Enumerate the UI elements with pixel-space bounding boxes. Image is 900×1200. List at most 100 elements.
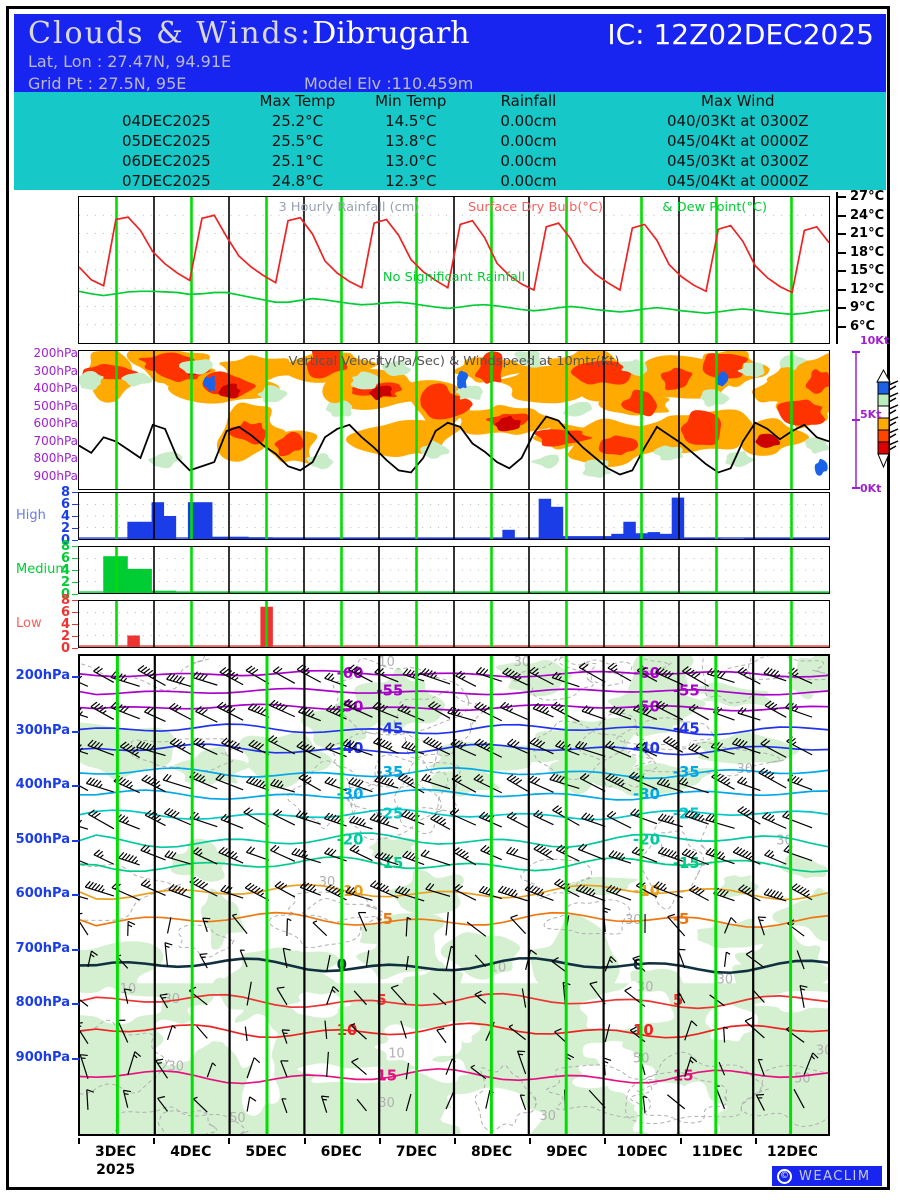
temp-tick-6: 9°C xyxy=(850,300,876,315)
col-min-temp: Min Temp xyxy=(375,92,447,110)
kt-tick-1: 5Kt xyxy=(860,408,882,421)
cloud-tick-mark xyxy=(72,504,78,505)
temp-axis-line xyxy=(836,192,838,344)
main-pressure-tick-3: 500hPa xyxy=(15,831,70,847)
cloud-tick-mark xyxy=(72,612,78,613)
table-body: 04DEC2025 25.2°C 14.5°C 0.00cm 040/03Kt at 0… xyxy=(14,111,886,190)
cell-date: 06DEC2025 xyxy=(121,152,211,170)
svg-text:30: 30 xyxy=(164,992,180,1007)
cell-min_temp: 14.5°C xyxy=(385,112,437,130)
cell-max_temp: 25.5°C xyxy=(271,132,324,150)
weaclim-logo: © WEACLIM xyxy=(772,1166,882,1186)
cloud-tick-mark xyxy=(72,600,78,601)
svg-text:3 Hourly Rainfall (cm): 3 Hourly Rainfall (cm) xyxy=(278,200,419,215)
cell-max_wind: 045/04Kt at 0000Z xyxy=(666,132,809,150)
date-tick-mark xyxy=(378,1138,381,1144)
date-tick-9dec: 9DEC xyxy=(546,1144,588,1160)
cloud-tick: 4 xyxy=(60,617,70,632)
date-tick-4dec: 4DEC xyxy=(170,1144,212,1160)
table-row: 05DEC2025 25.5°C 13.8°C 0.00cm 045/04Kt at 0… xyxy=(14,131,886,151)
main-pressure-tick-7: 900hPa xyxy=(15,1049,70,1065)
kt-tick-2: 0Kt xyxy=(860,482,882,495)
col-max-wind: Max Wind xyxy=(701,92,775,110)
temp-tick-0: 27°C xyxy=(850,189,885,204)
low-cloud-panel xyxy=(78,600,830,648)
cloud-tick: 6 xyxy=(60,497,70,512)
summary-table: Max Temp Min Temp Rainfall Max Wind 04DE… xyxy=(14,92,886,190)
vv-pressure-tick-1: 300hPa xyxy=(33,363,78,378)
cell-max_temp: 24.8°C xyxy=(271,172,324,190)
cloud-tick: 8 xyxy=(60,485,70,500)
svg-text:-35: -35 xyxy=(673,763,700,781)
svg-text:50: 50 xyxy=(229,1111,245,1126)
main-pressure-tick-5: 700hPa xyxy=(15,940,70,956)
svg-text:10: 10 xyxy=(388,1047,404,1062)
main-tick-mark xyxy=(72,948,79,951)
main-cross-section-panel: 1030303030103030301050303050305030103030… xyxy=(78,654,830,1136)
date-tick-mark xyxy=(303,1138,306,1144)
cell-date: 04DEC2025 xyxy=(121,112,211,130)
svg-text:30: 30 xyxy=(378,1096,394,1111)
main-pressure-tick-4: 600hPa xyxy=(15,886,70,901)
temp-tick-5: 12°C xyxy=(850,281,885,297)
cloud-tick: 0 xyxy=(60,641,70,656)
svg-text:Vertical Velocity(Pa/Sec) & Wi: Vertical Velocity(Pa/Sec) & Windspeed at… xyxy=(289,354,620,369)
high-cloud-plot xyxy=(79,493,829,539)
temp-tick-mark xyxy=(836,307,846,309)
main-tick-mark xyxy=(72,894,79,896)
cloud-tick-mark xyxy=(72,528,78,529)
model-elevation-label: Model Elv :110.459m xyxy=(304,74,474,93)
wind-color-legend xyxy=(852,351,899,489)
cloud-tick-mark xyxy=(72,582,78,583)
svg-text:-5: -5 xyxy=(376,910,393,928)
page-title: Clouds & Winds:Dibrugarh xyxy=(28,16,470,51)
date-tick-6dec: 6DEC xyxy=(320,1144,362,1160)
initial-condition-label: IC: 12Z02DEC2025 xyxy=(607,18,874,51)
title-prefix: Clouds & Winds: xyxy=(28,16,313,51)
svg-text:30: 30 xyxy=(625,913,641,928)
svg-text:No Significant Rainfall: No Significant Rainfall xyxy=(383,270,525,285)
main-tick-mark xyxy=(72,785,79,787)
temp-tick-1: 24°C xyxy=(850,207,885,223)
svg-text:-20: -20 xyxy=(337,830,364,848)
vv-pressure-tick-5: 700hPa xyxy=(33,433,78,448)
svg-text:30: 30 xyxy=(540,1109,556,1124)
cell-date: 05DEC2025 xyxy=(121,132,211,150)
main-pressure-tick-1: 300hPa xyxy=(15,722,70,738)
temp-tick-mark xyxy=(836,233,846,235)
table-header-row: Max Temp Min Temp Rainfall Max Wind xyxy=(14,92,886,111)
table-row: 06DEC2025 25.1°C 13.0°C 0.00cm 045/03Kt at 0… xyxy=(14,151,886,171)
temp-tick-mark xyxy=(836,325,846,328)
svg-text:30: 30 xyxy=(637,980,653,995)
cloud-tick-mark xyxy=(72,636,78,637)
date-tick-10dec: 10DEC xyxy=(616,1144,668,1160)
axis-year-label: 2025 xyxy=(96,1162,136,1178)
cloud-tick: 6 xyxy=(60,605,70,620)
temp-tick-mark xyxy=(836,251,846,254)
cloud-tick: 2 xyxy=(60,629,70,644)
svg-text:-45: -45 xyxy=(673,719,700,737)
grid-point-label: Grid Pt : 27.5N, 95E xyxy=(28,74,187,93)
cloud-label-high: High xyxy=(16,508,46,523)
temp-tick-mark xyxy=(836,288,846,291)
cell-rainfall: 0.00cm xyxy=(500,172,557,190)
vv-pressure-tick-6: 800hPa xyxy=(33,451,78,465)
vertical-velocity-pressure-axis: 200hPa 300hPa 400hPa 500hPa 600hPa 700hPa 800h… xyxy=(16,346,80,494)
date-tick-8dec: 8DEC xyxy=(470,1144,513,1160)
svg-text:30: 30 xyxy=(514,656,530,670)
cell-max_wind: 045/04Kt at 0000Z xyxy=(666,172,809,190)
vv-pressure-tick-7: 900hPa xyxy=(33,468,78,483)
cloud-tick-mark xyxy=(72,570,78,571)
svg-text:-60: -60 xyxy=(337,664,364,682)
svg-text:-15: -15 xyxy=(376,854,403,872)
main-tick-mark xyxy=(72,730,79,733)
vv-pressure-tick-4: 600hPa xyxy=(33,416,78,430)
cloud-tick: 8 xyxy=(60,539,70,554)
page-border xyxy=(6,6,890,1190)
svg-text:50: 50 xyxy=(794,1071,810,1086)
cell-min_temp: 13.0°C xyxy=(385,152,437,170)
logo-text: WEACLIM xyxy=(799,1168,871,1184)
temperature-axis: 27°C 24°C 21°C 18°C 15°C 12°C 9°C 6°C xyxy=(836,189,900,350)
cell-min_temp: 13.8°C xyxy=(385,132,437,150)
svg-text:10: 10 xyxy=(633,1021,654,1039)
